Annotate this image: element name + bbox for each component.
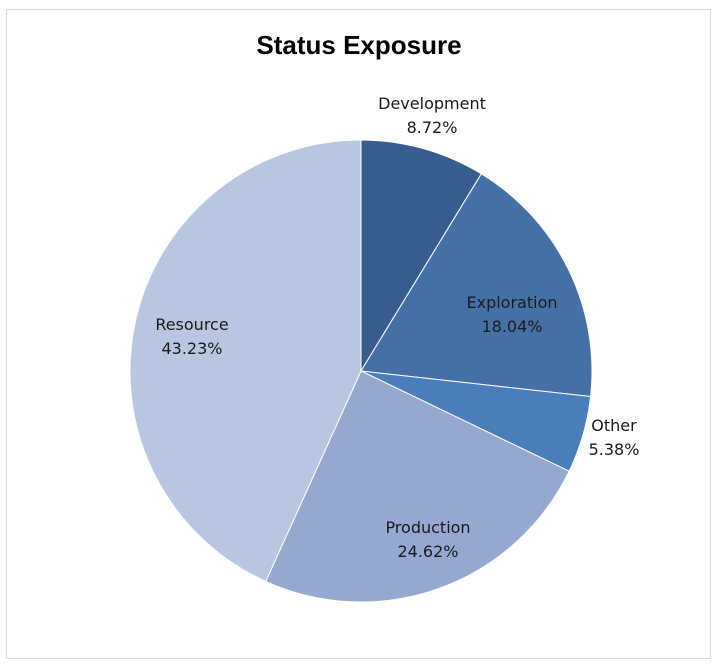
slice-value-exploration: 18.04% [481,317,542,336]
slice-label-resource: Resource [155,315,228,334]
pie-slice-production [265,370,570,603]
slice-label-development: Development [378,94,486,113]
pie-slice-resource [129,139,362,583]
slice-value-production: 24.62% [397,542,458,561]
slice-value-development: 8.72% [407,118,458,137]
slice-label-other: Other [591,416,637,435]
slice-label-production: Production [385,518,470,537]
pie-slice-exploration [360,173,593,398]
slice-label-exploration: Exploration [467,293,558,312]
slice-value-other: 5.38% [589,440,640,459]
slice-value-resource: 43.23% [161,339,222,358]
pie-slice-development [360,139,483,373]
chart-title: Status Exposure [256,30,462,60]
